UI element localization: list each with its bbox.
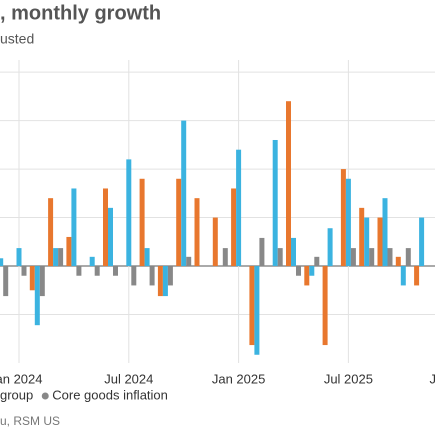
bar bbox=[131, 266, 137, 286]
bar bbox=[231, 188, 237, 267]
bar bbox=[139, 178, 145, 267]
bar bbox=[103, 188, 108, 267]
bar bbox=[34, 266, 40, 326]
bar bbox=[212, 217, 218, 267]
x-tick-label: J bbox=[430, 371, 435, 386]
bar bbox=[58, 248, 64, 267]
bar bbox=[76, 266, 82, 276]
bar bbox=[16, 248, 22, 267]
bar bbox=[387, 248, 393, 267]
bar bbox=[395, 256, 401, 267]
x-tick-label: Jul 2024 bbox=[104, 371, 153, 386]
chart-title: , monthly growth bbox=[0, 2, 161, 24]
bar bbox=[53, 248, 59, 267]
bar bbox=[157, 266, 163, 297]
bar bbox=[167, 266, 173, 286]
bar bbox=[350, 248, 356, 267]
bar bbox=[359, 207, 365, 267]
bar bbox=[277, 248, 283, 267]
x-tick-label: Jan 2025 bbox=[212, 371, 266, 386]
bar bbox=[249, 266, 255, 346]
x-tick-label: Jul 2025 bbox=[324, 371, 373, 386]
bar bbox=[254, 266, 260, 355]
bar bbox=[309, 266, 315, 276]
bar bbox=[176, 178, 182, 267]
bar bbox=[304, 266, 310, 286]
bar bbox=[0, 258, 4, 267]
bar bbox=[382, 198, 388, 267]
bar bbox=[364, 217, 370, 267]
bar bbox=[291, 237, 296, 267]
bar bbox=[126, 159, 132, 267]
bar bbox=[89, 256, 95, 267]
bar bbox=[345, 178, 351, 267]
bar bbox=[48, 198, 54, 267]
bar bbox=[259, 237, 265, 267]
source: u, RSM US bbox=[0, 414, 60, 428]
bar bbox=[314, 256, 320, 267]
bar bbox=[327, 228, 333, 267]
bar bbox=[186, 256, 192, 267]
bar bbox=[162, 266, 168, 297]
bar bbox=[71, 188, 77, 267]
bar bbox=[414, 266, 420, 286]
bar bbox=[296, 266, 301, 276]
bar bbox=[21, 266, 27, 276]
bar bbox=[340, 169, 346, 267]
bar bbox=[400, 266, 406, 286]
bar bbox=[149, 266, 155, 286]
bar bbox=[419, 217, 425, 267]
chart-subtitle: usted bbox=[0, 31, 34, 47]
bar bbox=[377, 217, 383, 267]
bar bbox=[181, 120, 187, 267]
bar bbox=[222, 248, 228, 267]
bar bbox=[286, 101, 291, 267]
bar bbox=[29, 266, 35, 291]
bar bbox=[108, 207, 113, 267]
bar bbox=[369, 248, 375, 267]
bar bbox=[236, 149, 242, 267]
bar bbox=[194, 198, 200, 267]
bar bbox=[66, 236, 72, 267]
bar bbox=[94, 266, 100, 276]
bar bbox=[405, 248, 411, 267]
legend-swatch bbox=[41, 392, 49, 400]
bar bbox=[39, 266, 45, 297]
legend-label: group bbox=[0, 387, 33, 402]
legend-label: Core goods inflation bbox=[52, 387, 168, 402]
bar bbox=[3, 266, 9, 297]
bar bbox=[272, 139, 278, 267]
bar bbox=[144, 248, 150, 267]
bar bbox=[113, 266, 118, 276]
x-tick-label: an 2024 bbox=[0, 371, 43, 386]
bar bbox=[322, 266, 328, 346]
